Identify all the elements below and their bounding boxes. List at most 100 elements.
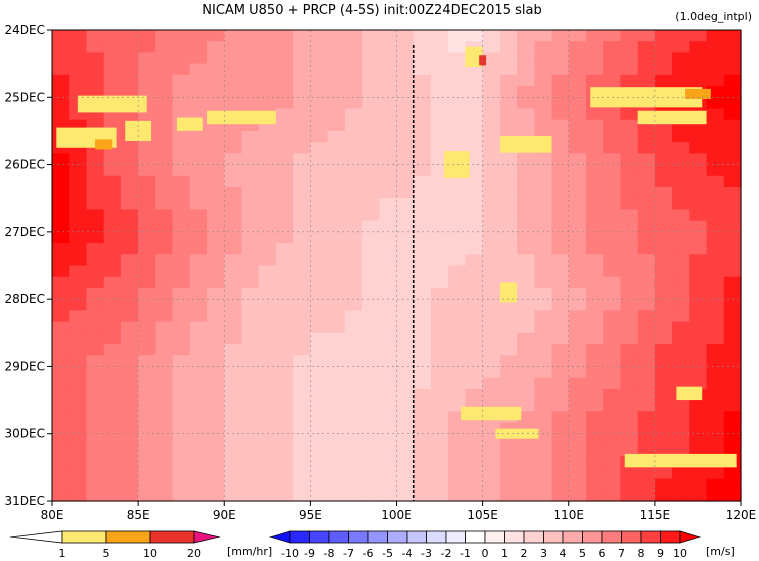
wind-cell [706, 41, 725, 54]
wind-cell [138, 299, 156, 311]
wind-cell [568, 130, 587, 143]
wind-cell [207, 63, 225, 76]
wind-cell [637, 433, 656, 446]
wind-cell [672, 366, 690, 379]
wind-cell [293, 444, 311, 457]
wind-cell [293, 377, 311, 390]
wind-cell [189, 366, 208, 379]
wind-cell [585, 456, 604, 468]
wind-cell [517, 243, 535, 255]
wind-cell [275, 153, 294, 166]
wind-cell [568, 377, 587, 390]
wind-cell [654, 243, 673, 255]
wind-colorbar-label: -8 [324, 547, 335, 560]
wind-cell [379, 30, 398, 42]
wind-cell [293, 400, 311, 412]
wind-cell [310, 52, 329, 65]
wind-cell [534, 153, 553, 166]
wind-colorbar-segment [660, 530, 681, 544]
wind-cell [534, 478, 553, 491]
wind-cell [551, 52, 570, 65]
wind-cell [327, 310, 346, 323]
wind-cell [241, 332, 260, 345]
wind-cell [155, 433, 174, 446]
wind-cell [603, 175, 622, 188]
resolution-annotation: (1.0deg_intpl) [675, 10, 752, 23]
wind-cell [310, 231, 329, 244]
wind-cell [52, 198, 70, 211]
wind-cell [224, 164, 243, 177]
wind-cell [327, 411, 346, 424]
wind-cell [534, 321, 553, 334]
wind-cell [86, 119, 105, 132]
wind-cell [310, 187, 329, 199]
wind-cell [310, 344, 329, 356]
wind-cell [430, 198, 449, 211]
wind-cell [103, 265, 122, 278]
wind-cell [86, 422, 105, 435]
wind-cell [448, 422, 466, 435]
wind-cell [499, 344, 518, 356]
wind-cell [430, 243, 449, 255]
wind-cell [551, 321, 570, 334]
wind-cell [672, 467, 690, 480]
wind-cell [396, 119, 415, 132]
wind-cell [69, 400, 88, 412]
wind-cell [224, 400, 243, 412]
wind-cell [396, 422, 415, 435]
x-tick-label: 80E [41, 508, 64, 522]
wind-cell [603, 276, 622, 289]
wind-cell [207, 332, 225, 345]
wind-cell [723, 478, 742, 491]
wind-cell [551, 388, 570, 401]
wind-cell [534, 41, 553, 54]
wind-cell [465, 366, 484, 379]
wind-cell [482, 243, 501, 255]
wind-cell [69, 411, 88, 424]
wind-cell [723, 411, 742, 424]
wind-cell [465, 142, 484, 154]
wind-cell [430, 299, 449, 311]
wind-cell [172, 209, 191, 222]
wind-cell [207, 433, 225, 446]
wind-cell [310, 41, 329, 54]
wind-cell [310, 310, 329, 323]
wind-cell [120, 377, 139, 390]
wind-cell [138, 422, 156, 435]
wind-cell [620, 74, 639, 87]
wind-cell [224, 52, 243, 65]
wind-cell [413, 287, 432, 300]
wind-cell [654, 388, 673, 401]
wind-cell [482, 30, 501, 42]
wind-cell [120, 209, 139, 222]
precip-colorbar-label: 1 [59, 547, 66, 560]
wind-cell [172, 299, 191, 311]
wind-cell [499, 97, 518, 110]
wind-cell [482, 108, 501, 121]
wind-cell [413, 74, 432, 87]
wind-cell [138, 243, 156, 255]
wind-cell [517, 52, 535, 65]
wind-cell [723, 220, 742, 233]
wind-cell [568, 332, 587, 345]
wind-cell [138, 344, 156, 356]
wind-cell [654, 175, 673, 188]
wind-cell [275, 119, 294, 132]
wind-cell [413, 467, 432, 480]
wind-cell [723, 355, 742, 368]
wind-cell [310, 366, 329, 379]
wind-cell [327, 153, 346, 166]
wind-cell [430, 119, 449, 132]
wind-cell [689, 243, 708, 255]
wind-cell [155, 355, 174, 368]
wind-cell [448, 74, 466, 87]
wind-cell [189, 411, 208, 424]
wind-cell [654, 63, 673, 76]
wind-cell [448, 187, 466, 199]
wind-cell [189, 97, 208, 110]
wind-cell [189, 276, 208, 289]
wind-cell [413, 231, 432, 244]
wind-cell [344, 198, 363, 211]
wind-cell [413, 153, 432, 166]
precip-colorbar: 1 5 10 20 [9, 530, 221, 560]
